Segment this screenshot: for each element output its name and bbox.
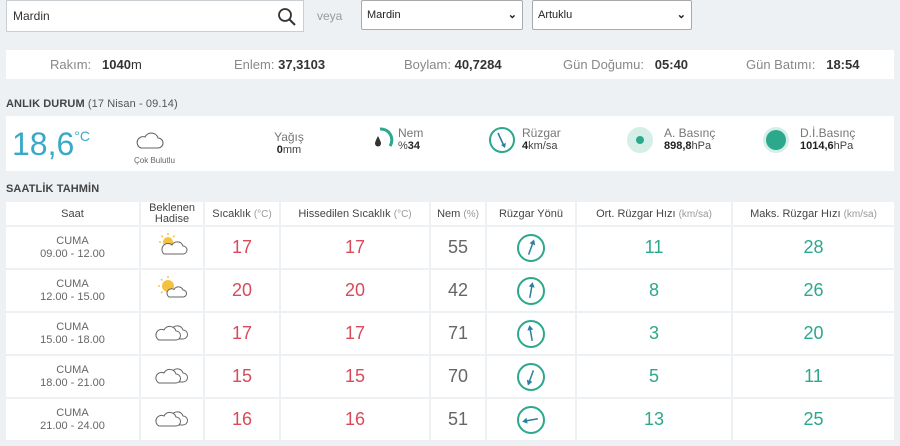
actual-pressure: A. Basınç 898,8hPa [626, 126, 715, 153]
district-select[interactable]: Artuklu ⌄ [532, 0, 692, 30]
temp-cell: 17 [204, 226, 281, 270]
col-condition: Beklenen Hadise [140, 202, 205, 227]
feels-like-cell: 15 [280, 355, 431, 399]
wind-direction-cell [486, 269, 577, 313]
humidity-cell: 42 [430, 269, 487, 313]
current-temperature: 18,6°C [12, 126, 90, 162]
table-row: CUMA 18.00 - 21.00 15 15 70 5 11 [6, 355, 894, 399]
sun-cloud-icon [155, 276, 189, 305]
hourly-forecast-table: Saat Beklenen Hadise Sıcaklık (°C) Hissed… [6, 202, 894, 442]
search-box[interactable] [6, 0, 304, 32]
feels-like-cell: 17 [280, 226, 431, 270]
avg-wind-cell: 13 [576, 398, 733, 442]
pressure-icon [763, 127, 789, 153]
time-cell: CUMA 09.00 - 12.00 [6, 226, 141, 270]
current-conditions-title: ANLIK DURUM (17 Nisan - 09.14) [6, 98, 178, 110]
humidity-cell: 51 [430, 398, 487, 442]
pressure-icon [627, 127, 653, 153]
temp-cell: 15 [204, 355, 281, 399]
search-input[interactable] [7, 1, 257, 31]
wind-direction-cell [486, 355, 577, 399]
cloud-icon [154, 325, 190, 347]
humidity: Nem %34 [366, 126, 423, 152]
max-wind-cell: 26 [732, 269, 894, 313]
partly-cloudy-icon [155, 233, 189, 262]
avg-wind-cell: 3 [576, 312, 733, 356]
max-wind-cell: 25 [732, 398, 894, 442]
altitude: Rakım: 1040m [50, 57, 142, 72]
humidity-cell: 55 [430, 226, 487, 270]
avg-wind-cell: 8 [576, 269, 733, 313]
col-time: Saat [6, 202, 141, 227]
chevron-down-icon: ⌄ [676, 9, 686, 21]
col-humidity: Nem (%) [430, 202, 487, 227]
temp-cell: 16 [204, 398, 281, 442]
longitude: Boylam: 40,7284 [404, 57, 502, 72]
precipitation: Yağış 0mm [274, 130, 304, 156]
sea-level-pressure: D.İ.Basınç 1014,6hPa [762, 126, 855, 153]
wind-direction-icon [517, 319, 545, 348]
temp-cell: 17 [204, 312, 281, 356]
table-row: CUMA 21.00 - 24.00 16 16 51 13 25 [6, 398, 894, 442]
cloud-icon [136, 132, 164, 149]
time-cell: CUMA 18.00 - 21.00 [6, 355, 141, 399]
humidity-gauge-icon [375, 127, 394, 147]
wind-direction-icon [517, 233, 545, 262]
temp-cell: 20 [204, 269, 281, 313]
wind-direction-icon [517, 405, 545, 434]
col-feels-like: Hissedilen Sıcaklık (°C) [280, 202, 431, 227]
feels-like-cell: 17 [280, 312, 431, 356]
time-cell: CUMA 21.00 - 24.00 [6, 398, 141, 442]
chevron-down-icon: ⌄ [507, 9, 517, 21]
sunrise: Gün Doğumu: 05:40 [563, 57, 689, 72]
wind-direction-cell [486, 398, 577, 442]
wind-direction-cell [486, 226, 577, 270]
time-cell: CUMA 15.00 - 18.00 [6, 312, 141, 356]
table-row: CUMA 09.00 - 12.00 17 17 55 11 28 [6, 226, 894, 270]
feels-like-cell: 20 [280, 269, 431, 313]
col-wind-direction: Rüzgar Yönü [486, 202, 577, 227]
humidity-cell: 71 [430, 312, 487, 356]
avg-wind-cell: 5 [576, 355, 733, 399]
wind-direction-icon [517, 276, 545, 305]
col-temp: Sıcaklık (°C) [204, 202, 281, 227]
wind: Rüzgar 4km/sa [488, 126, 561, 153]
or-label: veya [317, 9, 343, 23]
max-wind-cell: 28 [732, 226, 894, 270]
time-cell: CUMA 12.00 - 15.00 [6, 269, 141, 313]
table-header-row: Saat Beklenen Hadise Sıcaklık (°C) Hissed… [6, 202, 894, 227]
condition-cell [140, 226, 205, 270]
cloud-icon [154, 411, 190, 433]
wind-direction-cell [486, 312, 577, 356]
province-select[interactable]: Mardin ⌄ [361, 0, 523, 30]
hourly-forecast-title: SAATLİK TAHMİN [6, 183, 100, 195]
current-condition: Çok Bulutlu [134, 132, 204, 165]
search-bar: veya Mardin ⌄ Artuklu ⌄ [6, 0, 900, 34]
condition-cell [140, 312, 205, 356]
latitude: Enlem: 37,3103 [234, 57, 326, 72]
max-wind-cell: 11 [732, 355, 894, 399]
table-row: CUMA 15.00 - 18.00 17 17 71 3 20 [6, 312, 894, 356]
wind-direction-icon [489, 127, 515, 153]
current-conditions-panel: 18,6°C Çok Bulutlu Yağış 0mm Nem %34 Rüz… [6, 116, 894, 171]
avg-wind-cell: 11 [576, 226, 733, 270]
col-max-wind: Maks. Rüzgar Hızı (km/sa) [732, 202, 894, 227]
condition-label: Çok Bulutlu [134, 156, 175, 165]
cloud-icon [154, 368, 190, 390]
col-avg-wind: Ort. Rüzgar Hızı (km/sa) [576, 202, 733, 227]
max-wind-cell: 20 [732, 312, 894, 356]
condition-cell [140, 355, 205, 399]
condition-cell [140, 398, 205, 442]
search-icon[interactable] [277, 7, 297, 27]
table-row: CUMA 12.00 - 15.00 20 20 42 8 26 [6, 269, 894, 313]
humidity-cell: 70 [430, 355, 487, 399]
location-info-bar: Rakım: 1040m Enlem: 37,3103 Boylam: 40,7… [6, 50, 894, 79]
sunset: Gün Batımı: 18:54 [746, 57, 860, 72]
feels-like-cell: 16 [280, 398, 431, 442]
condition-cell [140, 269, 205, 313]
wind-direction-icon [517, 362, 545, 391]
